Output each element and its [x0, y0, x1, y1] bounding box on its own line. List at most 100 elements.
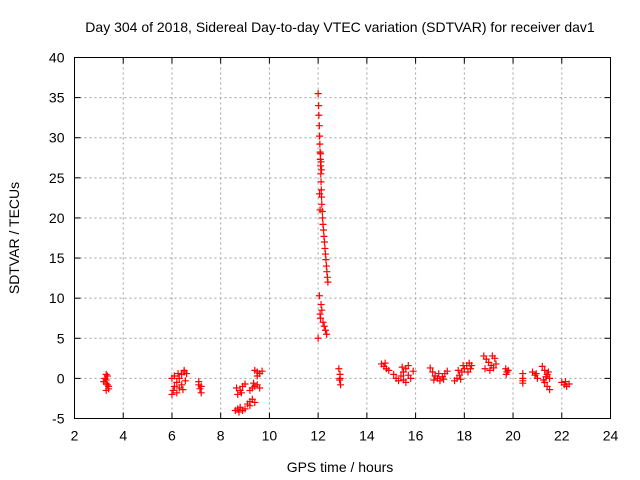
data-point: [250, 379, 258, 387]
y-tick-label: 15: [49, 250, 65, 266]
data-point: [181, 377, 189, 385]
data-point: [321, 326, 329, 334]
x-tick-label: 16: [408, 428, 424, 444]
y-tick-labels: -5 0 5 10 15 20 25 30 35 40: [49, 50, 65, 427]
data-point: [320, 238, 328, 246]
data-point: [233, 384, 241, 392]
y-tick-label: 10: [49, 290, 65, 306]
data-point: [174, 370, 182, 378]
data-point: [546, 374, 554, 382]
data-point: [443, 367, 451, 375]
x-tick-label: 18: [457, 428, 473, 444]
data-point: [179, 386, 187, 394]
data-point: [323, 330, 331, 338]
data-point: [404, 371, 412, 379]
data-point: [197, 382, 205, 390]
data-point: [466, 365, 474, 373]
data-point: [314, 334, 322, 342]
data-point: [316, 206, 324, 214]
data-point: [397, 372, 405, 380]
data-point: [316, 190, 324, 198]
data-point: [320, 322, 328, 330]
data-point: [319, 226, 327, 234]
data-point: [246, 402, 254, 410]
data-point: [429, 368, 437, 376]
chart-title: Day 304 of 2018, Sidereal Day-to-day VTE…: [85, 19, 595, 35]
data-point: [409, 367, 417, 375]
data-point: [103, 372, 111, 380]
data-point: [335, 365, 343, 373]
x-tick-labels: 2 4 6 8 10 12 14 16 18 20 22 24: [71, 428, 619, 444]
data-point: [435, 370, 443, 378]
data-point: [251, 398, 259, 406]
x-tick-label: 22: [554, 428, 570, 444]
data-point: [100, 378, 108, 386]
data-point: [241, 380, 249, 388]
data-point: [541, 366, 549, 374]
data-point: [336, 374, 344, 382]
data-point: [481, 365, 489, 373]
data-point: [492, 360, 500, 368]
data-point: [317, 178, 325, 186]
data-point: [398, 363, 406, 371]
data-point: [318, 306, 326, 314]
data-point: [314, 90, 322, 98]
data-point: [315, 111, 323, 119]
data-point: [533, 374, 541, 382]
data-point: [430, 376, 438, 384]
x-tick-label: 24: [603, 428, 619, 444]
data-point: [234, 390, 242, 398]
x-tick-label: 4: [119, 428, 127, 444]
data-point: [561, 378, 569, 386]
data-point: [317, 301, 325, 309]
plot-frame: [74, 57, 611, 419]
data-point: [237, 389, 245, 397]
data-point: [315, 292, 323, 300]
data-point: [105, 382, 113, 390]
data-point: [324, 278, 332, 286]
data-point: [546, 386, 554, 394]
axis-ticks: [74, 57, 611, 419]
data-point: [544, 368, 552, 376]
data-point: [322, 256, 330, 264]
data-point: [169, 386, 177, 394]
x-tick-label: 14: [359, 428, 375, 444]
data-point: [436, 377, 444, 385]
data-point: [170, 382, 178, 390]
data-point: [315, 122, 323, 130]
x-tick-label: 12: [310, 428, 326, 444]
data-point: [316, 140, 324, 148]
data-point: [256, 384, 264, 392]
data-point: [319, 214, 327, 222]
data-point: [454, 366, 462, 374]
x-tick-label: 8: [217, 428, 225, 444]
data-point: [519, 379, 527, 387]
data-point: [502, 370, 510, 378]
data-point: [315, 102, 323, 110]
y-tick-label: -5: [52, 411, 65, 427]
data-point: [195, 378, 203, 386]
data-point: [486, 366, 494, 374]
data-point: [395, 377, 403, 385]
data-point: [319, 318, 327, 326]
data-point: [173, 378, 181, 386]
data-point: [390, 370, 398, 378]
data-point: [103, 381, 111, 389]
data-point: [404, 362, 412, 370]
x-tick-label: 2: [71, 428, 79, 444]
data-point: [385, 366, 393, 374]
y-tick-label: 30: [49, 130, 65, 146]
data-point: [538, 362, 546, 370]
data-point: [316, 132, 324, 140]
data-point: [197, 389, 205, 397]
data-point: [542, 373, 550, 381]
data-point: [468, 362, 476, 370]
y-tick-label: 0: [57, 370, 65, 386]
y-tick-label: 40: [49, 50, 65, 66]
data-point: [504, 366, 512, 374]
data-point: [170, 372, 178, 380]
data-point: [241, 405, 249, 413]
data-point: [317, 150, 325, 158]
data-point: [488, 352, 496, 360]
